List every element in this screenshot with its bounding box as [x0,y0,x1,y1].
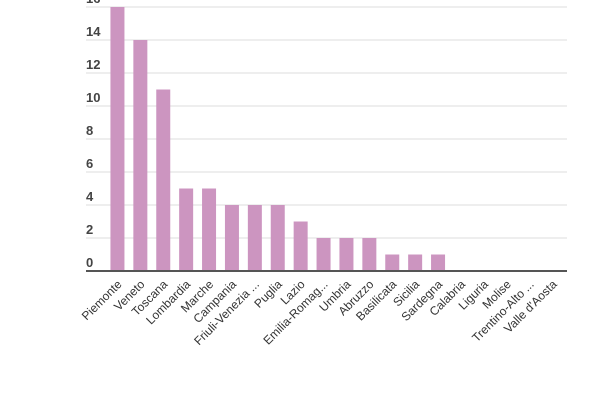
y-tick-label: 4 [86,189,94,204]
y-tick-label: 12 [86,57,100,72]
bar [202,188,217,271]
bar [224,205,239,271]
bar [270,205,285,271]
bar [385,254,400,271]
bar [179,188,194,271]
y-tick-label: 10 [86,90,100,105]
bar [247,205,262,271]
bar [110,7,125,271]
bar [156,89,171,271]
y-tick-label: 0 [86,255,93,270]
bar [362,238,377,271]
y-tick-label: 16 [86,0,100,6]
bar [316,238,331,271]
bar [431,254,446,271]
bar [133,40,148,271]
bar [293,221,308,271]
y-tick-label: 2 [86,222,93,237]
bar [408,254,423,271]
y-tick-label: 14 [86,24,101,39]
y-tick-label: 8 [86,123,93,138]
bar [339,238,354,271]
y-tick-label: 6 [86,156,93,171]
